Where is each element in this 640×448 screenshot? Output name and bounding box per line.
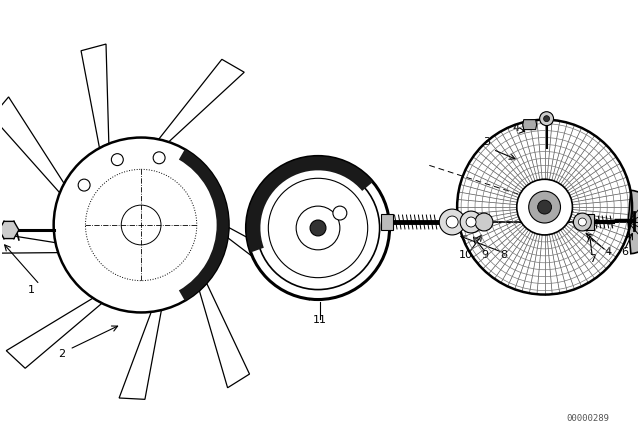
Circle shape bbox=[516, 179, 572, 235]
Polygon shape bbox=[199, 283, 250, 388]
Text: 10: 10 bbox=[459, 250, 473, 260]
Circle shape bbox=[460, 211, 482, 233]
Text: 7: 7 bbox=[589, 254, 596, 264]
Circle shape bbox=[54, 138, 228, 312]
Circle shape bbox=[579, 218, 586, 226]
Circle shape bbox=[333, 206, 347, 220]
Polygon shape bbox=[6, 298, 102, 368]
Circle shape bbox=[475, 213, 493, 231]
Text: 8: 8 bbox=[500, 250, 508, 260]
Circle shape bbox=[439, 209, 465, 235]
Polygon shape bbox=[159, 59, 244, 142]
Polygon shape bbox=[81, 44, 109, 148]
Text: 1: 1 bbox=[28, 284, 35, 295]
Wedge shape bbox=[246, 156, 373, 252]
Circle shape bbox=[153, 152, 165, 164]
Circle shape bbox=[111, 154, 124, 166]
Text: 4: 4 bbox=[512, 123, 519, 133]
Polygon shape bbox=[381, 214, 392, 230]
Wedge shape bbox=[628, 190, 640, 254]
Polygon shape bbox=[0, 228, 58, 254]
Polygon shape bbox=[584, 214, 595, 230]
Circle shape bbox=[573, 213, 591, 231]
Circle shape bbox=[78, 179, 90, 191]
Text: 3: 3 bbox=[483, 138, 490, 147]
Text: 6: 6 bbox=[621, 247, 628, 257]
Polygon shape bbox=[0, 221, 19, 239]
Polygon shape bbox=[0, 97, 64, 193]
Polygon shape bbox=[523, 120, 537, 129]
Text: 2: 2 bbox=[58, 349, 65, 359]
Text: 4: 4 bbox=[605, 247, 612, 257]
Wedge shape bbox=[179, 149, 228, 301]
Polygon shape bbox=[119, 310, 161, 399]
Circle shape bbox=[466, 217, 476, 227]
Text: 5: 5 bbox=[538, 115, 545, 125]
Circle shape bbox=[446, 216, 458, 228]
Circle shape bbox=[529, 191, 561, 223]
Text: 11: 11 bbox=[313, 315, 327, 325]
Text: 9: 9 bbox=[481, 250, 488, 260]
Circle shape bbox=[540, 112, 554, 125]
Circle shape bbox=[538, 200, 552, 214]
Polygon shape bbox=[228, 228, 318, 300]
Text: 00000289: 00000289 bbox=[567, 414, 610, 423]
Circle shape bbox=[310, 220, 326, 236]
Circle shape bbox=[246, 156, 390, 300]
Circle shape bbox=[543, 116, 550, 122]
